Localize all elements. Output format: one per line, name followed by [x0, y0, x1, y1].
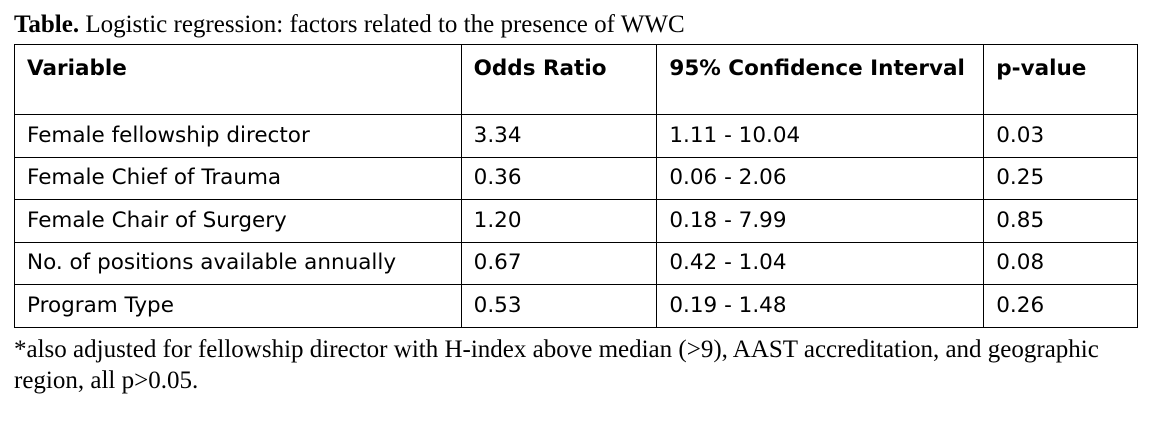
- cell-odds-ratio: 0.53: [460, 284, 658, 328]
- table-row: Female fellowship director 3.34 1.11 - 1…: [14, 114, 1138, 158]
- cell-confidence-interval: 0.42 - 1.04: [656, 241, 985, 285]
- header-confidence-interval: 95% Confidence Interval: [656, 44, 985, 115]
- cell-p-value: 0.85: [983, 199, 1138, 243]
- cell-variable: Female fellowship director: [14, 114, 462, 158]
- table-caption: Table. Logistic regression: factors rela…: [14, 10, 685, 40]
- caption-text: Logistic regression: factors related to …: [79, 11, 685, 38]
- table-footnote: *also adjusted for fellowship director w…: [14, 336, 1099, 394]
- header-p-value: p-value: [983, 44, 1138, 115]
- cell-confidence-interval: 0.18 - 7.99: [656, 199, 985, 243]
- cell-confidence-interval: 1.11 - 10.04: [656, 114, 985, 158]
- table-row: No. of positions available annually 0.67…: [14, 241, 1138, 285]
- header-odds-ratio: Odds Ratio: [460, 44, 658, 115]
- cell-p-value: 0.08: [983, 241, 1138, 285]
- table-row: Female Chief of Trauma 0.36 0.06 - 2.06 …: [14, 156, 1138, 200]
- table-row: Female Chair of Surgery 1.20 0.18 - 7.99…: [14, 199, 1138, 243]
- table-row: Program Type 0.53 0.19 - 1.48 0.26: [14, 284, 1138, 328]
- cell-variable: No. of positions available annually: [14, 241, 462, 285]
- header-variable: Variable: [14, 44, 462, 115]
- regression-table: Variable Odds Ratio 95% Confidence Inter…: [14, 44, 1138, 328]
- cell-p-value: 0.25: [983, 156, 1138, 200]
- cell-p-value: 0.03: [983, 114, 1138, 158]
- cell-variable: Program Type: [14, 284, 462, 328]
- cell-odds-ratio: 0.36: [460, 156, 658, 200]
- cell-p-value: 0.26: [983, 284, 1138, 328]
- cell-variable: Female Chair of Surgery: [14, 199, 462, 243]
- cell-odds-ratio: 0.67: [460, 241, 658, 285]
- cell-odds-ratio: 3.34: [460, 114, 658, 158]
- cell-confidence-interval: 0.06 - 2.06: [656, 156, 985, 200]
- cell-odds-ratio: 1.20: [460, 199, 658, 243]
- cell-confidence-interval: 0.19 - 1.48: [656, 284, 985, 328]
- caption-label: Table.: [14, 11, 80, 38]
- table-header-row: Variable Odds Ratio 95% Confidence Inter…: [14, 44, 1138, 115]
- cell-variable: Female Chief of Trauma: [14, 156, 462, 200]
